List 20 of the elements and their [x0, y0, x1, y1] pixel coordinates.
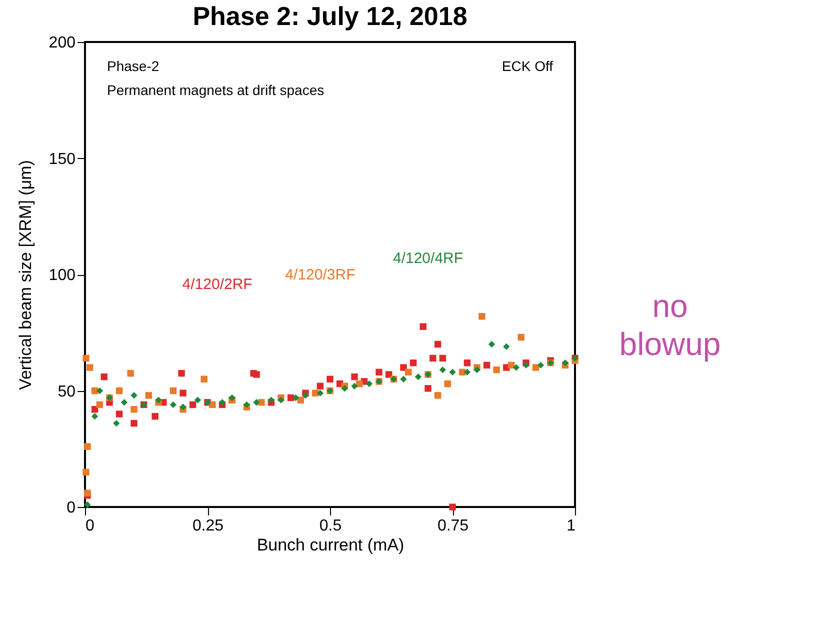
- y-tick-label: 150: [48, 150, 76, 168]
- y-tick-label: 50: [58, 383, 76, 400]
- chart-title: Phase 2: July 12, 2018: [192, 1, 468, 31]
- x-axis-title: Bunch current (mA): [256, 536, 404, 554]
- y-tick-label: 200: [48, 34, 76, 52]
- text: 4/120/2RF: [182, 276, 252, 293]
- annotation: Permanent magnets at drift spaces: [107, 82, 324, 98]
- x-tick-label: 0.5: [319, 518, 342, 534]
- y-tick-label: 0: [66, 500, 76, 516]
- x-tick-label: 0.75: [437, 518, 469, 534]
- text: no blowup: [619, 288, 721, 362]
- y-axis-title: Vertical beam size [XRM] (μm): [16, 160, 35, 390]
- annotation: ECK Off: [502, 58, 554, 74]
- text: 4/120/3RF: [285, 266, 356, 284]
- annotation: Phase-2: [107, 58, 160, 74]
- x-tick-label: 0: [86, 518, 94, 534]
- x-tick-label: 0.25: [192, 518, 224, 534]
- text: 4/120/4RF: [392, 250, 464, 268]
- x-tick-label: 1: [566, 518, 576, 534]
- y-tick-label: 100: [48, 267, 76, 284]
